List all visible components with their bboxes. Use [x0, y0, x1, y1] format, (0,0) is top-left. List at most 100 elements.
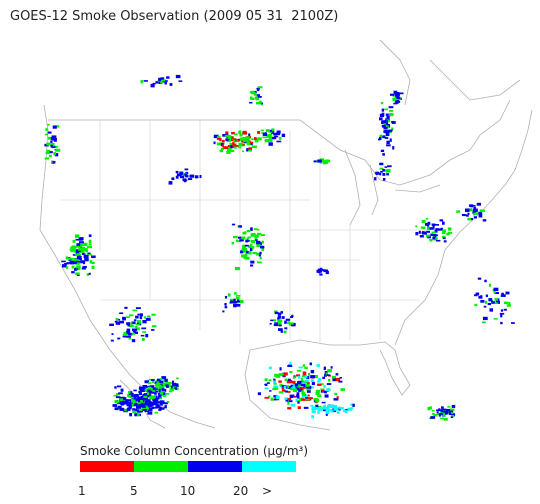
smoke-pixel — [166, 401, 170, 403]
smoke-pixel — [154, 381, 157, 384]
smoke-pixel — [53, 152, 56, 156]
smoke-pixel — [436, 409, 442, 412]
smoke-pixel — [120, 388, 124, 392]
smoke-pixel — [166, 385, 169, 388]
smoke-pixel — [166, 381, 170, 385]
smoke-pixel — [231, 145, 235, 149]
smoke-pixel — [250, 264, 254, 267]
smoke-pixel — [315, 407, 319, 410]
smoke-pixel — [122, 316, 126, 320]
smoke-pixel — [383, 120, 388, 122]
smoke-pixel — [72, 254, 77, 256]
smoke-pixel — [326, 383, 332, 385]
smoke-pixel — [168, 384, 172, 388]
smoke-pixel — [145, 333, 149, 338]
smoke-pixel — [251, 97, 255, 100]
smoke-pixel — [275, 132, 281, 136]
smoke-pixel — [382, 120, 387, 124]
smoke-pixel — [332, 410, 337, 412]
smoke-pixel — [485, 294, 488, 298]
smoke-pixel — [284, 378, 288, 382]
smoke-pixel — [441, 406, 444, 409]
smoke-pixel — [482, 321, 486, 324]
smoke-pixel — [139, 408, 143, 412]
smoke-pixel — [91, 261, 95, 265]
smoke-pixel — [46, 142, 50, 146]
smoke-pixel — [246, 237, 249, 240]
smoke-pixel — [119, 320, 125, 324]
smoke-pixel — [335, 373, 339, 376]
smoke-pixel — [165, 384, 169, 387]
smoke-pixel — [266, 135, 269, 138]
smoke-pixel — [162, 383, 166, 387]
smoke-pixel — [82, 261, 86, 265]
smoke-pixel — [478, 295, 483, 299]
smoke-pixel — [438, 413, 443, 416]
smoke-pixel — [243, 141, 249, 144]
smoke-pixel — [281, 133, 286, 138]
smoke-pixel — [429, 227, 434, 230]
smoke-pixel — [386, 119, 391, 123]
smoke-pixel — [432, 233, 437, 238]
smoke-pixel — [48, 136, 53, 140]
smoke-pixel — [440, 412, 445, 416]
smoke-pixel — [126, 399, 132, 402]
smoke-pixel — [240, 137, 244, 140]
smoke-pixel — [130, 403, 134, 407]
smoke-pixel — [131, 339, 136, 343]
smoke-pixel — [75, 252, 80, 254]
smoke-pixel — [155, 390, 159, 393]
smoke-pixel — [442, 409, 447, 413]
smoke-pixel — [227, 145, 232, 148]
smoke-pixel — [446, 408, 451, 412]
smoke-pixel — [50, 144, 53, 148]
legend-label: 5 — [130, 484, 138, 498]
smoke-pixel — [128, 405, 132, 407]
smoke-pixel — [242, 150, 245, 153]
smoke-pixel — [176, 387, 179, 391]
smoke-pixel — [281, 389, 286, 392]
smoke-pixel — [233, 133, 238, 136]
smoke-pixel — [129, 413, 133, 417]
smoke-pixel — [483, 305, 487, 308]
smoke-pixel — [283, 385, 287, 389]
smoke-pixel — [247, 251, 252, 255]
smoke-pixel — [261, 247, 265, 252]
smoke-pixel — [128, 337, 132, 340]
smoke-pixel — [152, 399, 156, 402]
smoke-pixel — [50, 137, 54, 141]
smoke-pixel — [273, 383, 277, 385]
smoke-pixel — [488, 298, 493, 302]
smoke-pixel — [132, 328, 137, 332]
smoke-pixel — [451, 404, 456, 408]
smoke-pixel — [251, 245, 255, 249]
smoke-pixel — [273, 398, 277, 401]
smoke-pixel — [259, 245, 265, 249]
smoke-pixel — [430, 416, 436, 419]
smoke-pixel — [184, 173, 188, 177]
smoke-pixel — [199, 175, 202, 178]
smoke-pixel — [330, 366, 333, 369]
smoke-pixel — [324, 373, 327, 377]
smoke-pixel — [281, 385, 286, 387]
smoke-pixel — [78, 237, 83, 241]
smoke-pixel — [462, 214, 468, 217]
smoke-pixel — [79, 244, 83, 248]
smoke-pixel — [142, 407, 148, 410]
smoke-pixel — [279, 367, 282, 371]
smoke-pixel — [447, 227, 452, 231]
smoke-pixel — [46, 149, 51, 153]
smoke-pixel — [489, 308, 494, 312]
smoke-pixel — [78, 247, 83, 250]
smoke-pixel — [44, 133, 49, 136]
smoke-pixel — [267, 134, 273, 136]
smoke-pixel — [142, 337, 145, 341]
smoke-pixel — [54, 153, 59, 157]
smoke-pixel — [76, 265, 81, 269]
smoke-pixel — [114, 407, 119, 411]
smoke-pixel — [246, 148, 250, 152]
smoke-pixel — [287, 385, 290, 389]
smoke-pixel — [114, 400, 119, 404]
smoke-pixel — [231, 242, 234, 245]
smoke-pixel — [252, 251, 257, 255]
